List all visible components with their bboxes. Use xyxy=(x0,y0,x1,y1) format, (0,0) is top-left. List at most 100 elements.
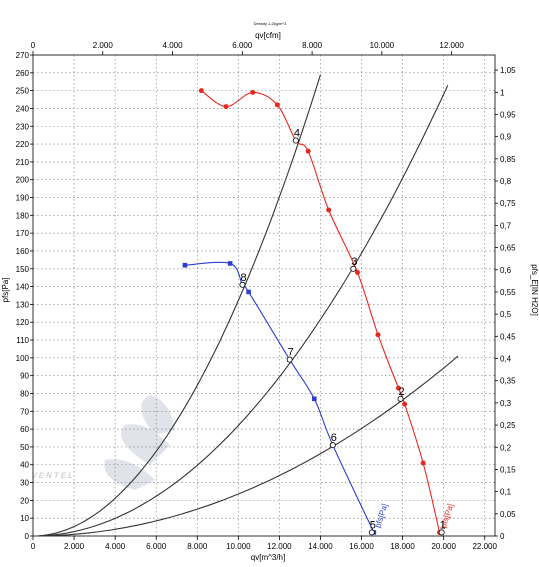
point-label: 8 xyxy=(240,272,246,284)
point-label: 1 xyxy=(440,519,446,531)
x2-tick-label: 0 xyxy=(31,41,36,50)
y-tick-label: 150 xyxy=(16,265,30,274)
y-tick-label: 210 xyxy=(16,158,30,167)
y-tick-label: 190 xyxy=(16,194,30,203)
y-tick-label: 130 xyxy=(16,300,30,309)
y-tick-label: 220 xyxy=(16,140,30,149)
x-tick-label: 2.000 xyxy=(64,542,85,551)
x2-tick-label: 4.000 xyxy=(163,41,184,50)
y2-tick-label: 0,8 xyxy=(500,177,512,186)
grid xyxy=(33,54,495,536)
data-point xyxy=(274,102,280,108)
system-curves xyxy=(32,74,459,537)
y-tick-label: 70 xyxy=(20,407,29,416)
watermark-logo: VENTEL xyxy=(30,395,175,490)
x2-tick-label: 12.000 xyxy=(439,41,464,50)
operating-point xyxy=(286,356,293,363)
data-point xyxy=(395,385,401,391)
y-tick-label: 20 xyxy=(20,496,29,505)
y-tick-label: 90 xyxy=(20,372,29,381)
operating-point xyxy=(350,265,357,272)
y2-tick-label: 0,35 xyxy=(500,377,516,386)
x-tick-label: 4.000 xyxy=(105,542,126,551)
x-tick-label: 18.000 xyxy=(390,542,415,551)
data-point xyxy=(246,289,251,295)
y-tick-label: 30 xyxy=(20,479,29,488)
y-tick-label: 270 xyxy=(16,51,30,60)
data-point xyxy=(198,88,204,94)
y2-tick-label: 0,95 xyxy=(500,110,516,119)
y-tick-label: 250 xyxy=(16,87,30,96)
y-tick-label: 240 xyxy=(16,104,30,113)
system-curve xyxy=(32,85,449,537)
y2-tick-label: 0,1 xyxy=(500,488,512,497)
plot-frame xyxy=(32,54,496,537)
operating-point xyxy=(239,281,246,288)
y2-tick-label: 1 xyxy=(500,88,505,97)
x-tick-label: 8.000 xyxy=(187,542,208,551)
y2-tick-label: 0,15 xyxy=(500,465,516,474)
x-tick-label: 0 xyxy=(31,542,36,551)
y-tick-label: 50 xyxy=(20,443,29,452)
operating-point xyxy=(292,137,299,144)
x-tick-label: 14.000 xyxy=(308,542,333,551)
y2-tick-label: 0,9 xyxy=(500,133,512,142)
y2-tick-label: 0,55 xyxy=(500,288,516,297)
y-tick-label: 110 xyxy=(16,336,29,345)
data-point xyxy=(305,148,311,154)
y2-tick-label: 0,7 xyxy=(500,221,512,230)
y-tick-label: 10 xyxy=(20,514,29,523)
operating-point xyxy=(397,395,404,402)
data-point xyxy=(250,89,256,95)
y2-axis-label: pfs_E[IN H2O] xyxy=(530,264,539,316)
operating-point xyxy=(329,442,336,449)
x-tick-label: 12.000 xyxy=(267,542,292,551)
y2-tick-label: 0,3 xyxy=(500,399,512,408)
y-tick-label: 230 xyxy=(16,122,30,131)
svg-text:VENTEL: VENTEL xyxy=(30,471,76,480)
y2-tick-label: 0,25 xyxy=(500,421,516,430)
operating-point xyxy=(438,529,445,536)
y2-tick-label: 0,2 xyxy=(500,443,512,452)
chart-title: Density 1.2kg/m^3 xyxy=(254,21,288,26)
y2-tick-label: 1,05 xyxy=(500,66,516,75)
y2-tick-label: 0,85 xyxy=(500,155,516,164)
y-tick-label: 180 xyxy=(16,211,30,220)
data-point xyxy=(420,460,426,466)
y2-tick-label: 0,4 xyxy=(500,355,512,364)
y2-tick-label: 0,75 xyxy=(500,199,516,208)
y2-tick-label: 0,05 xyxy=(500,510,516,519)
operating-point xyxy=(368,529,375,536)
point-label: 6 xyxy=(331,432,337,444)
y2-tick-label: 0 xyxy=(500,532,505,541)
data-point xyxy=(227,261,233,266)
point-label: 3 xyxy=(351,256,357,268)
y-tick-label: 160 xyxy=(16,247,30,256)
data-point xyxy=(312,396,317,402)
y-axis-label: pfs[Pa] xyxy=(1,278,10,303)
x2-tick-label: 6.000 xyxy=(232,41,253,50)
point-label: 4 xyxy=(294,128,300,140)
y2-tick-label: 0,6 xyxy=(500,266,512,275)
x-axis-label: qv[m^3/h] xyxy=(251,553,285,562)
x-tick-label: 10.000 xyxy=(226,542,251,551)
y-tick-label: 170 xyxy=(16,229,30,238)
x2-tick-label: 2.000 xyxy=(93,41,114,50)
data-point xyxy=(354,269,360,275)
x2-tick-label: 10.000 xyxy=(370,41,395,50)
y-tick-label: 0 xyxy=(25,532,30,541)
point-label: 2 xyxy=(399,386,405,398)
y-tick-label: 140 xyxy=(16,283,30,292)
system-curve xyxy=(33,355,459,537)
x-tick-label: 20.000 xyxy=(431,542,456,551)
y2-tick-label: 0,5 xyxy=(500,310,512,319)
data-point xyxy=(375,332,381,338)
y-tick-label: 260 xyxy=(16,69,30,78)
y-tick-label: 80 xyxy=(20,389,29,398)
system-curve xyxy=(32,74,322,537)
x2-tick-label: 8.000 xyxy=(302,41,323,50)
point-label: 7 xyxy=(288,347,294,359)
y-tick-label: 200 xyxy=(16,176,30,185)
data-point xyxy=(402,401,408,407)
